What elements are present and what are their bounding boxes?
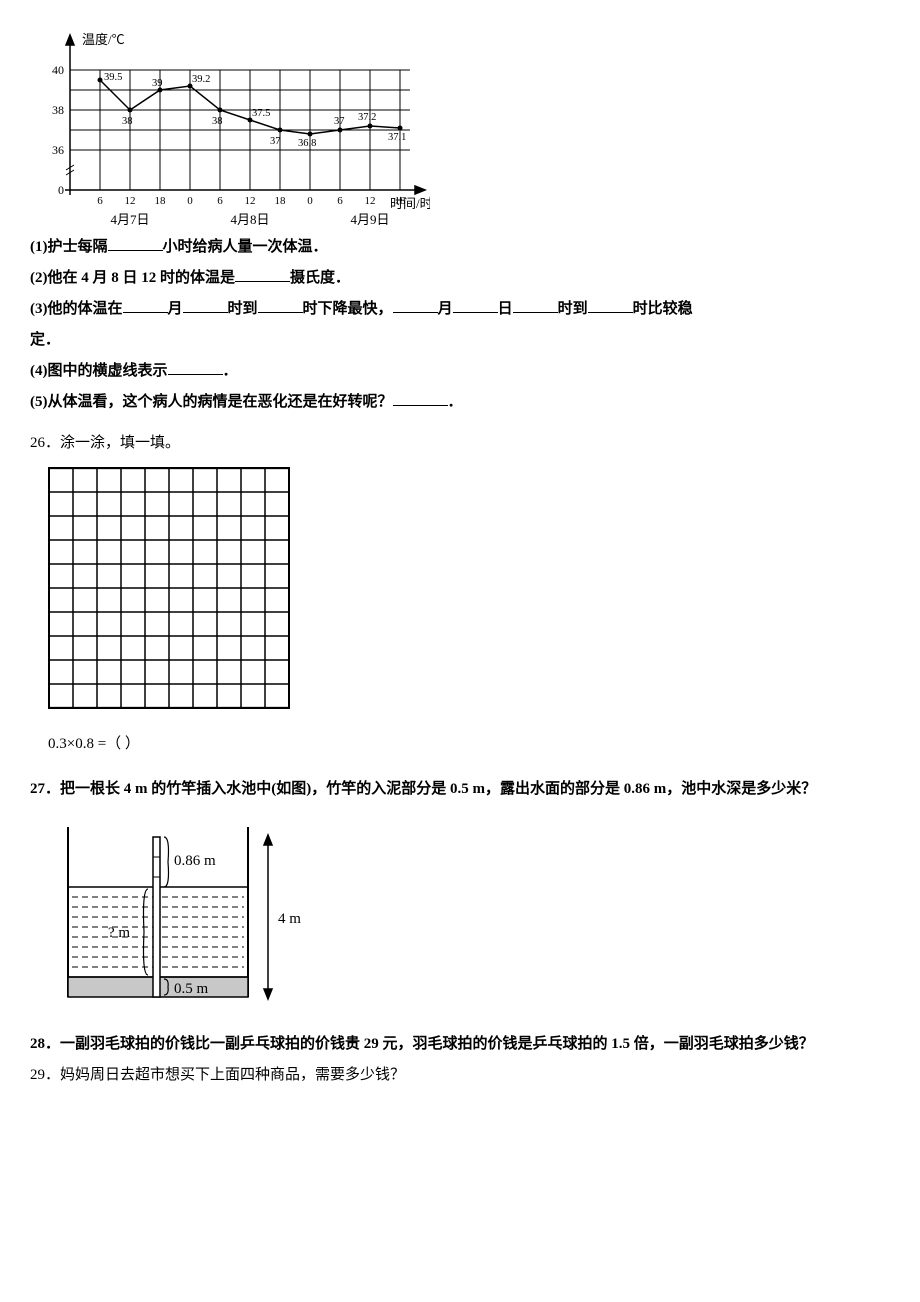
svg-text:6: 6	[337, 195, 343, 207]
q28-number: 28．	[30, 1036, 60, 1052]
svg-text:37.1: 37.1	[388, 132, 406, 143]
q1-blank	[108, 235, 163, 251]
svg-text:38: 38	[212, 116, 223, 127]
question-3-cont: 定．	[30, 327, 890, 354]
svg-text:? m: ? m	[108, 925, 130, 941]
svg-text:4 m: 4 m	[278, 911, 301, 927]
q2-number: (2)	[30, 270, 48, 286]
pool-diagram: 0.86 m ? m 0.5 m 4 m	[48, 817, 890, 1017]
grid-10x10	[48, 467, 890, 717]
svg-text:0: 0	[307, 195, 313, 207]
svg-text:4月8日: 4月8日	[230, 212, 269, 227]
question-4: (4)图中的横虚线表示．	[30, 358, 890, 385]
svg-text:36: 36	[52, 143, 64, 157]
svg-text:36.8: 36.8	[298, 138, 316, 149]
svg-text:39.2: 39.2	[192, 74, 210, 85]
svg-text:0: 0	[58, 183, 64, 197]
question-2: (2)他在 4 月 8 日 12 时的体温是摄氏度．	[30, 265, 890, 292]
q27-number: 27．	[30, 781, 60, 797]
svg-text:0: 0	[187, 195, 193, 207]
svg-text:12: 12	[365, 195, 376, 207]
svg-text:0.5 m: 0.5 m	[174, 981, 209, 997]
svg-text:39.5: 39.5	[104, 72, 122, 83]
q1-number: (1)	[30, 239, 48, 255]
svg-text:6: 6	[97, 195, 103, 207]
y-axis-title: 温度/℃	[82, 32, 125, 47]
svg-text:37: 37	[334, 116, 345, 127]
temperature-chart: 0 36 38 40 温度/℃ 时间/时 6 12 18 0 6 12 18 0…	[30, 30, 890, 230]
svg-text:40: 40	[52, 63, 64, 77]
svg-text:39: 39	[152, 78, 163, 89]
q29-number: 29．	[30, 1067, 60, 1083]
question-1: (1)护士每隔小时给病人量一次体温．	[30, 234, 890, 261]
svg-text:4月7日: 4月7日	[110, 212, 149, 227]
svg-text:4月9日: 4月9日	[350, 212, 389, 227]
question-26: 26．涂一涂，填一填。	[30, 430, 890, 457]
q4-number: (4)	[30, 363, 48, 379]
svg-text:18: 18	[275, 195, 287, 207]
question-29: 29．妈妈周日去超市想买下上面四种商品，需要多少钱？	[30, 1062, 890, 1089]
q26-number: 26．	[30, 435, 60, 451]
q3-number: (3)	[30, 301, 48, 317]
q2-blank	[235, 266, 290, 282]
question-5: (5)从体温看，这个病人的病情是在恶化还是在好转呢？．	[30, 389, 890, 416]
question-27: 27．把一根长 4 m 的竹竿插入水池中(如图)，竹竿的入泥部分是 0.5 m，…	[30, 776, 890, 803]
svg-text:0.86 m: 0.86 m	[174, 853, 216, 869]
svg-text:38: 38	[52, 103, 64, 117]
svg-text:12: 12	[245, 195, 256, 207]
svg-text:37.5: 37.5	[252, 108, 270, 119]
question-3: (3)他的体温在月时到时下降最快，月日时到时比较稳	[30, 296, 890, 323]
svg-text:18: 18	[155, 195, 167, 207]
svg-text:37.2: 37.2	[358, 112, 376, 123]
equation: 0.3×0.8 =（ ）	[48, 731, 890, 758]
svg-text:38: 38	[122, 116, 133, 127]
svg-text:18: 18	[395, 195, 407, 207]
svg-text:12: 12	[125, 195, 136, 207]
svg-text:37: 37	[270, 136, 281, 147]
svg-text:6: 6	[217, 195, 223, 207]
question-28: 28．一副羽毛球拍的价钱比一副乒乓球拍的价钱贵 29 元，羽毛球拍的价钱是乒乓球…	[30, 1031, 890, 1058]
q5-number: (5)	[30, 394, 48, 410]
